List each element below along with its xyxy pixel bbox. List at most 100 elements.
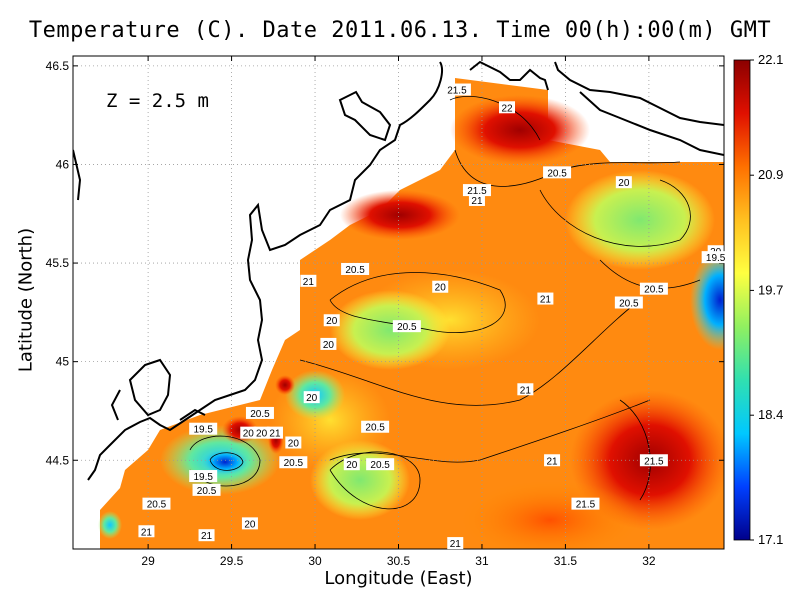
contour-label: 19.5 [189, 422, 218, 436]
contour-label: 21 [266, 426, 283, 440]
contour-label-text: 21.5 [576, 500, 596, 511]
y-tick-label: 46 [56, 157, 70, 171]
contour-label-text: 20.5 [250, 409, 270, 420]
contour-label-box [639, 282, 668, 295]
cool-anomaly [330, 290, 450, 370]
warm-anomaly [450, 95, 590, 165]
contour-label-box [341, 262, 370, 275]
contour-label: 20.5 [341, 262, 370, 276]
y-tick-label: 45.5 [46, 256, 70, 270]
contour-label-box [142, 497, 171, 510]
contour-label: 21.5 [639, 454, 668, 467]
contour-label: 22 [499, 101, 515, 114]
contour-label-text: 21 [547, 456, 559, 467]
contour-label-box [544, 454, 561, 467]
contour-label-box [462, 184, 491, 197]
contour-label: 19.5 [189, 470, 218, 483]
temperature-field [73, 56, 724, 549]
contour-label-box [279, 456, 308, 469]
contour-label-text: 20.5 [644, 285, 664, 296]
contour-label: 20.5 [279, 456, 308, 469]
contour-label: 20 [285, 436, 302, 450]
contour-label-text: 20.5 [284, 458, 304, 469]
x-axis: 29 29.5 30 30.5 31 31.5 32 [141, 56, 656, 568]
contour-label-text: 20 [306, 393, 318, 404]
contour-label-text: 21 [450, 539, 462, 550]
contour-label-text: 20.5 [365, 423, 385, 434]
contour-label: 21 [537, 292, 554, 306]
contour-label-text: 20.5 [345, 265, 365, 276]
cool-anomaly [98, 511, 122, 539]
contour-label: 20 [303, 391, 320, 404]
contour-label: 20 [432, 280, 449, 294]
contour-label-text: 21 [520, 385, 532, 396]
x-tick-label: 29 [141, 554, 155, 568]
contour-label-text: 20.5 [397, 322, 417, 333]
contour-label-box [300, 274, 317, 287]
contour-label-text: 21 [303, 277, 315, 288]
chart-title: Temperature (C). Date 2011.06.13. Time 0… [28, 18, 772, 43]
contour-label-text: 19.5 [193, 472, 213, 483]
contour-label: 20.5 [192, 483, 221, 497]
contour-label: 21.5 [571, 497, 600, 511]
contour-label-box [198, 529, 215, 542]
contour-label-box [639, 454, 668, 467]
contour-label-box [442, 83, 471, 96]
x-tick-label: 32 [642, 554, 656, 568]
contour-label: 20 [320, 337, 337, 351]
contour-label-box [189, 470, 218, 483]
contour-label-box [361, 420, 390, 433]
contour-label-box [192, 483, 221, 496]
contour-label-text: 21.5 [644, 456, 664, 467]
contour-label: 19.5 [701, 251, 730, 264]
contour-label-text: 20.5 [619, 299, 639, 310]
contour-label-text: 21 [201, 531, 213, 542]
colorbar-ticks: 22.1 20.9 19.7 18.4 17.1 [750, 52, 783, 547]
contour-label: 21.5 [442, 83, 471, 97]
contour-label-text: 20 [435, 283, 447, 294]
contour-label-text: 21 [269, 429, 281, 440]
contour-label: 20.5 [392, 320, 421, 333]
contour-label-text: 22 [501, 103, 513, 114]
contour-label: 20.5 [142, 497, 171, 511]
contour-label-text: 21 [141, 527, 153, 538]
contour-label-text: 21.5 [467, 186, 487, 197]
contour-label-box [447, 537, 464, 550]
contour-label: 20 [343, 458, 360, 471]
contour-label: 20 [240, 426, 257, 440]
contour-label-box [189, 422, 218, 435]
contour-label-text: 20 [244, 519, 256, 530]
contour-label: 20.5 [614, 296, 643, 310]
contour-label-text: 20 [618, 178, 630, 189]
contour-label-text: 20.5 [547, 168, 567, 179]
contour-label-box [240, 426, 257, 439]
contour-label-box [517, 383, 534, 396]
y-tick-label: 46.5 [46, 59, 70, 73]
contour-label-box [138, 525, 155, 538]
contour-label: 21 [447, 537, 464, 550]
contour-label-text: 21 [540, 295, 552, 306]
y-tick-label: 44.5 [46, 453, 70, 467]
contour-label-box [543, 166, 572, 179]
contour-label-box [366, 458, 395, 471]
contour-label-box [615, 176, 632, 189]
contour-label-box [323, 314, 340, 327]
contour-labels: 21.5 22 21.5 21 20.5 20 21 20.5 20 21 20.5 20.5 20 19… [138, 83, 730, 550]
contour-label-box [285, 436, 302, 449]
contour-label-text: 20 [288, 439, 300, 450]
contour-label-text: 20 [243, 429, 255, 440]
grid-lines [73, 56, 724, 549]
x-tick-label: 31 [475, 554, 489, 568]
contour-label: 20.5 [361, 420, 390, 434]
warm-anomaly [340, 190, 460, 240]
y-tick-label: 45 [56, 355, 70, 369]
cool-anomaly [565, 170, 715, 270]
colorbar [733, 59, 751, 541]
contour-label-box [253, 426, 270, 439]
warm-anomaly [460, 480, 640, 549]
contour-label-text: 20.5 [147, 500, 167, 511]
contour-label: 20 [241, 517, 258, 530]
contour-label-box [499, 101, 515, 114]
contour-label-box [241, 517, 258, 530]
